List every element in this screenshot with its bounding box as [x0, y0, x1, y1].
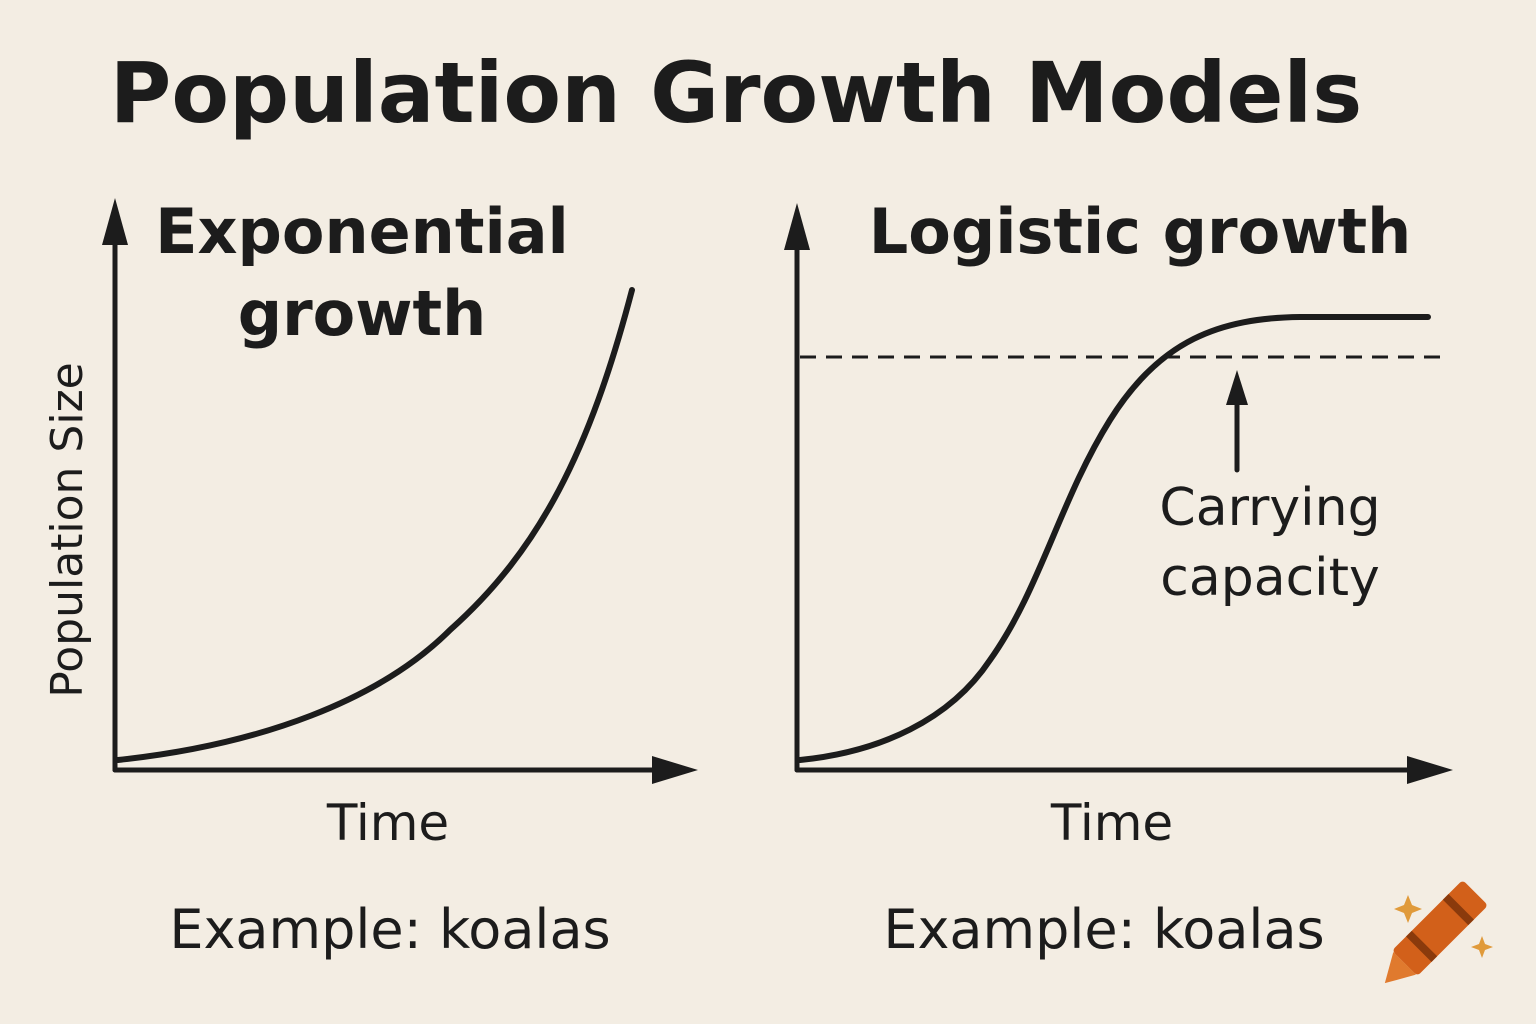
x-arrow — [652, 756, 698, 784]
x-axis-label: Time — [326, 794, 449, 852]
panel-title: Exponential — [155, 195, 569, 268]
example: Example: koalas — [883, 898, 1324, 961]
example: Example: koalas — [169, 898, 610, 961]
x-arrow — [1407, 756, 1453, 784]
crayon-icon — [1384, 881, 1493, 984]
exponential-curve — [115, 287, 635, 763]
annotation: capacity — [1160, 548, 1380, 608]
annotation: Carrying — [1159, 478, 1380, 538]
annotation-arrowhead — [1226, 370, 1248, 405]
exponential-panel: Exponential growth Population Size Time … — [42, 195, 698, 961]
title: Population Growth Models — [110, 44, 1362, 142]
panel-title: growth — [238, 277, 487, 350]
y-axis-label: Population Size — [42, 362, 93, 697]
x-axis-label: Time — [1050, 794, 1173, 852]
logistic-curve — [797, 314, 1431, 763]
y-arrow — [784, 203, 810, 250]
panel-title: Logistic growth — [869, 195, 1411, 268]
y-arrow — [102, 198, 128, 245]
logistic-panel: Logistic growth Carrying capacity Time E… — [784, 195, 1453, 961]
